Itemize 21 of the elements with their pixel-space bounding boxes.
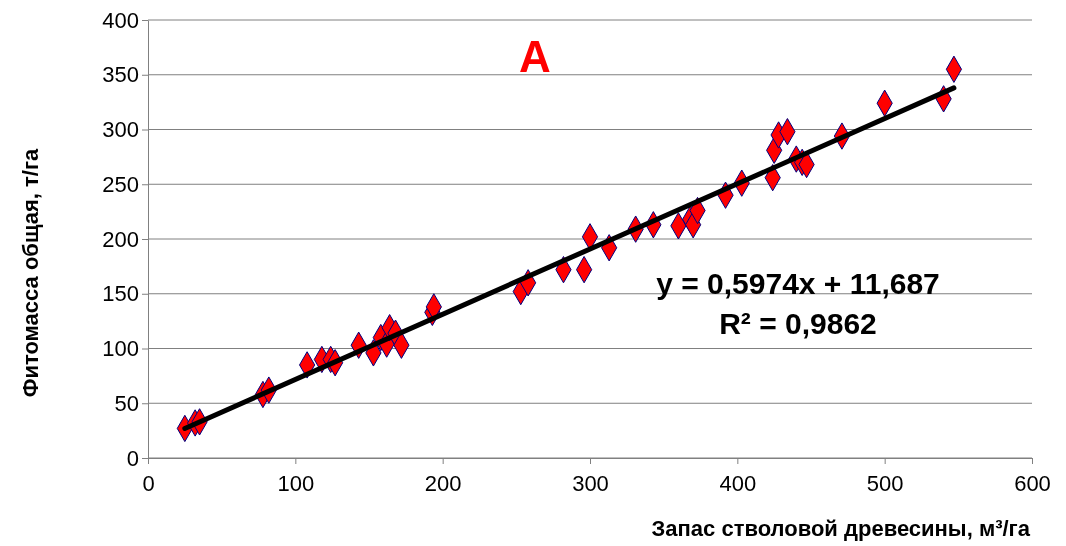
y-tick-label: 150 (102, 281, 139, 307)
x-tick-label: 400 (719, 471, 757, 497)
x-tick-label: 600 (1014, 471, 1051, 497)
y-tick-label: 350 (102, 62, 139, 88)
y-tick-label: 200 (102, 226, 139, 252)
x-tick-label: 500 (866, 471, 904, 497)
y-tick-label: 300 (102, 117, 139, 143)
x-tick-label: 100 (277, 471, 315, 497)
y-tick-label: 400 (102, 7, 139, 33)
y-tick-label: 250 (102, 171, 139, 197)
annotation: R² = 0,9862 (719, 307, 877, 340)
y-tick-label: 50 (114, 390, 139, 416)
chart-title: A (519, 32, 551, 81)
x-tick-label: 200 (424, 471, 462, 497)
y-tick-label: 0 (126, 445, 139, 471)
annotation: y = 0,5974x + 11,687 (656, 267, 940, 300)
y-axis-title: Фитомасса общая, т/га (18, 147, 43, 398)
x-tick-label: 0 (142, 471, 155, 497)
x-axis-title: Запас стволовой древесины, м³/га (651, 516, 1031, 541)
y-tick-label: 100 (102, 336, 139, 362)
x-tick-label: 300 (572, 471, 609, 497)
